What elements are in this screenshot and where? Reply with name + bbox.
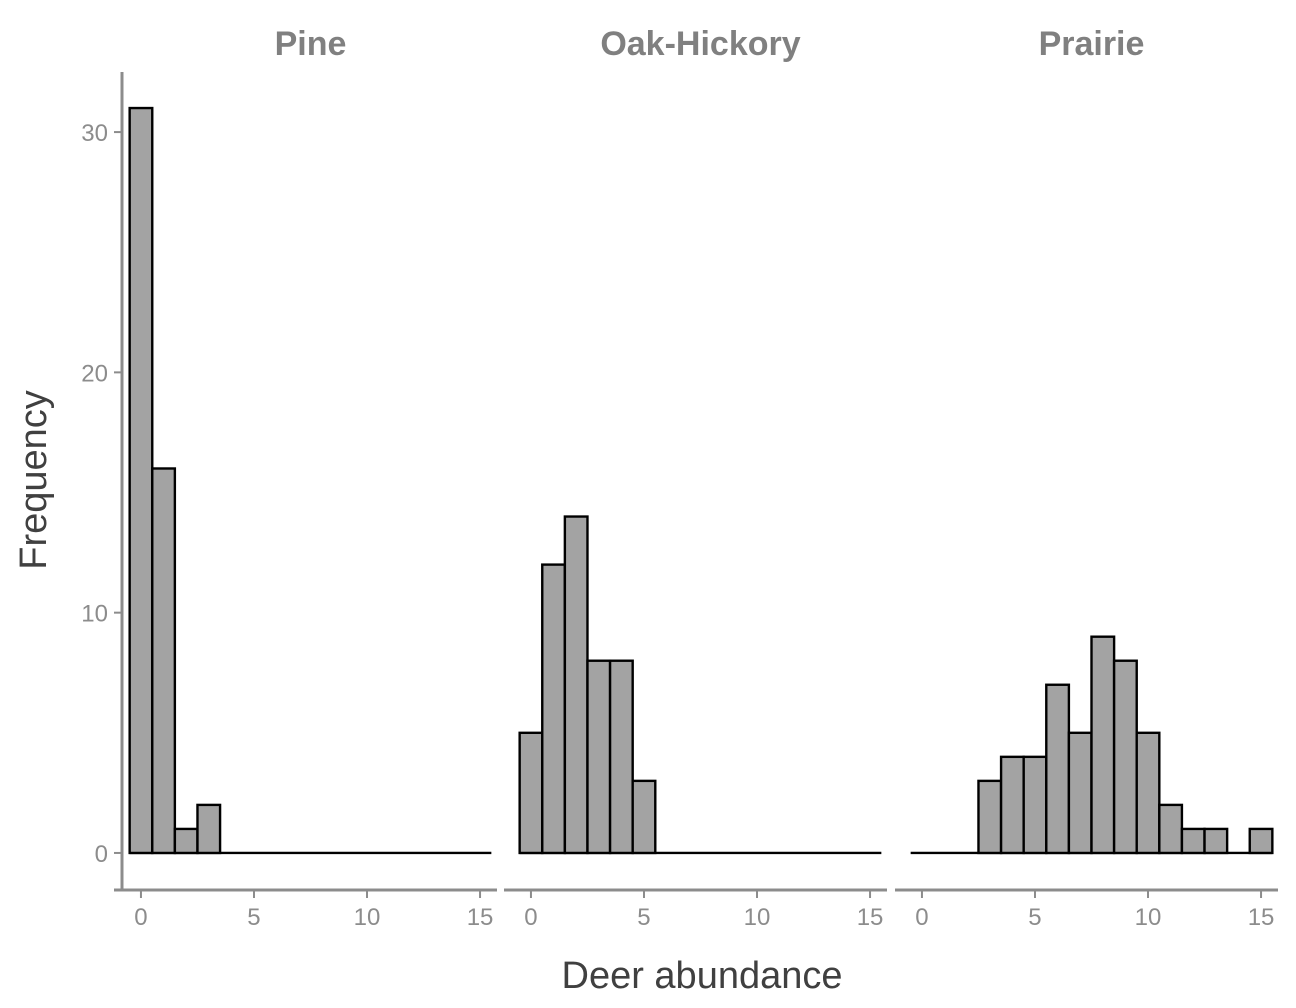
x-tick-label: 10 <box>744 904 771 931</box>
x-tick-label: 10 <box>1135 904 1162 931</box>
histogram-bar <box>563 515 589 855</box>
histogram-bar <box>128 106 154 855</box>
x-tick-label: 0 <box>915 904 928 931</box>
histogram-bar <box>1158 803 1184 855</box>
x-tick-label: 10 <box>354 904 381 931</box>
facet-pine: Pine 0 5 10 15 <box>114 25 497 931</box>
y-tick-label: 10 <box>81 601 108 628</box>
facet-prairie: Prairie 0 5 10 15 <box>895 25 1278 931</box>
y-tick-label: 30 <box>81 120 108 147</box>
histogram-bar <box>999 755 1025 855</box>
facet-title: Pine <box>275 25 347 63</box>
histogram-bar <box>586 659 612 855</box>
x-tick-label: 5 <box>637 904 650 931</box>
histogram-bar <box>1112 659 1138 855</box>
facet-title: Oak-Hickory <box>600 25 800 63</box>
y-axis-title: Frequency <box>13 390 55 570</box>
histogram-bar <box>977 779 1003 855</box>
facet-title: Prairie <box>1039 25 1145 63</box>
histogram-bar <box>196 803 222 855</box>
x-tick-label: 15 <box>857 904 884 931</box>
histogram-bar <box>151 467 177 855</box>
histogram-bar <box>608 659 634 855</box>
histogram-bar <box>631 779 657 855</box>
histogram-bar <box>1045 683 1071 855</box>
x-tick-label: 15 <box>467 904 494 931</box>
histogram-bar <box>1180 827 1206 855</box>
histogram-bar <box>173 827 199 855</box>
histogram-bar <box>541 563 567 855</box>
facet-oak-hickory: Oak-Hickory 0 5 10 15 <box>504 25 887 931</box>
y-tick-label: 20 <box>81 360 108 387</box>
histogram-bar <box>1135 731 1161 855</box>
x-tick-label: 15 <box>1248 904 1275 931</box>
x-tick-label: 5 <box>247 904 260 931</box>
y-axis: 0 10 20 30 <box>81 72 124 891</box>
y-tick-label: 0 <box>95 841 108 868</box>
histogram-bar <box>1090 635 1116 855</box>
histogram-bar <box>518 731 544 855</box>
x-axis-title: Deer abundance <box>562 955 843 997</box>
facet-panels: Pine 0 5 10 15 Oak-Hickory 0 5 10 15 Prairie 0 5 10 15 <box>114 25 1278 931</box>
histogram-bar <box>1203 827 1229 855</box>
histogram-bar <box>1067 731 1093 855</box>
x-tick-label: 0 <box>134 904 147 931</box>
x-tick-label: 0 <box>524 904 537 931</box>
histogram-bar <box>1022 755 1048 855</box>
histogram-bar <box>1248 827 1274 855</box>
x-tick-label: 5 <box>1028 904 1041 931</box>
